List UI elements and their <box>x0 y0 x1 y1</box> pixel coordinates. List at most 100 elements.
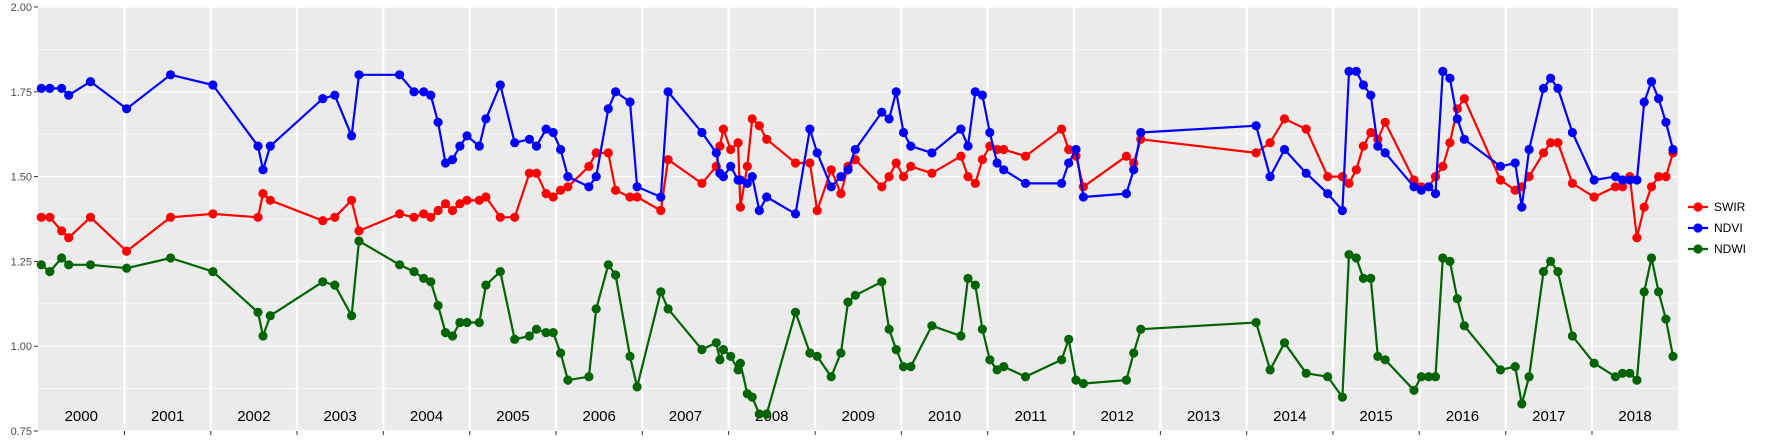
year-label: 2012 <box>1100 408 1133 425</box>
data-point-swir <box>697 178 707 188</box>
data-point-ndwi <box>45 267 55 277</box>
data-point-ndvi <box>697 127 707 138</box>
data-point-swir <box>625 192 635 202</box>
legend-label-ndvi: NDVI <box>1714 221 1743 235</box>
data-point-ndwi <box>1251 317 1261 328</box>
data-point-ndvi <box>1610 172 1620 182</box>
data-point-swir <box>790 158 801 168</box>
data-point-ndwi <box>715 355 725 365</box>
data-point-ndwi <box>548 328 558 338</box>
year-label: 2004 <box>410 408 443 425</box>
data-point-swir <box>440 199 451 209</box>
data-point-ndwi <box>625 351 635 361</box>
data-point-swir <box>812 205 822 216</box>
data-point-ndwi <box>718 345 729 355</box>
data-point-ndwi <box>440 328 451 338</box>
data-point-swir <box>735 202 746 212</box>
data-point-ndvi <box>1617 175 1628 185</box>
data-point-ndvi <box>318 94 328 104</box>
data-point-ndwi <box>1416 372 1426 382</box>
data-point-swir <box>632 192 642 202</box>
data-point-ndwi <box>1344 250 1354 260</box>
data-point-ndvi <box>1279 144 1290 155</box>
data-point-swir <box>419 209 429 219</box>
data-point-ndvi <box>632 182 642 192</box>
data-point-swir <box>45 212 55 222</box>
data-point-ndvi <box>354 70 364 80</box>
data-point-swir <box>963 172 973 182</box>
data-point-ndvi <box>1553 83 1563 93</box>
data-point-ndvi <box>208 80 218 90</box>
data-point-ndvi <box>970 87 980 97</box>
data-point-ndwi <box>64 260 74 270</box>
data-point-ndvi <box>548 127 558 138</box>
data-point-swir <box>510 212 520 222</box>
data-point-ndwi <box>1078 378 1088 389</box>
data-point-ndvi <box>409 87 419 97</box>
data-point-ndwi <box>1265 365 1275 375</box>
data-point-ndwi <box>884 324 894 334</box>
data-point-swir <box>970 178 980 188</box>
data-point-ndvi <box>1358 80 1368 90</box>
data-point-ndwi <box>697 345 707 355</box>
data-point-ndwi <box>1610 372 1620 382</box>
data-point-ndwi <box>927 321 937 331</box>
year-label: 2009 <box>842 408 875 425</box>
y-tick-label: 1.75 <box>11 87 32 99</box>
year-label: 2003 <box>323 408 356 425</box>
data-point-ndwi <box>963 273 973 283</box>
data-point-ndvi <box>1661 117 1671 127</box>
data-point-ndwi <box>510 334 520 344</box>
data-point-ndvi <box>603 104 613 114</box>
data-point-ndwi <box>481 280 491 290</box>
data-point-ndwi <box>395 260 405 270</box>
data-point-ndvi <box>906 141 916 151</box>
x-axis: 2000 2001 2002 2003 2004 2005 2006 2007 2008 2009… <box>65 408 1652 435</box>
data-point-swir <box>762 134 772 144</box>
data-point-ndvi <box>1366 90 1376 100</box>
data-point-swir <box>36 212 46 222</box>
year-label: 2011 <box>1015 408 1047 425</box>
data-point-ndwi <box>563 375 573 385</box>
data-point-swir <box>754 121 764 131</box>
data-point-ndwi <box>1553 267 1563 277</box>
data-point-ndwi <box>419 273 429 283</box>
data-point-swir <box>556 185 566 195</box>
year-label: 2005 <box>496 408 529 425</box>
data-point-ndvi <box>481 114 491 124</box>
data-point-swir <box>1617 182 1628 192</box>
data-point-swir <box>1409 175 1419 185</box>
data-point-ndwi <box>906 362 916 372</box>
year-label: 2007 <box>669 408 702 425</box>
data-point-ndvi <box>433 117 443 127</box>
data-point-ndwi <box>1546 256 1556 266</box>
data-point-ndvi <box>1344 66 1354 76</box>
data-point-ndwi <box>1424 372 1434 382</box>
data-point-ndvi <box>1430 189 1441 199</box>
year-label: 2013 <box>1187 408 1220 425</box>
data-point-ndvi <box>1445 73 1455 83</box>
data-point-ndwi <box>836 348 846 358</box>
data-point-ndvi <box>1064 158 1074 168</box>
y-tick-label: 2.00 <box>11 2 32 14</box>
data-point-swir <box>977 155 988 165</box>
data-point-ndwi <box>1524 372 1534 382</box>
data-point-ndvi <box>1589 175 1599 185</box>
data-point-swir <box>462 195 472 205</box>
data-point-ndvi <box>265 141 275 151</box>
data-point-ndvi <box>850 144 860 155</box>
data-point-ndwi <box>166 253 176 263</box>
data-point-swir <box>354 226 364 236</box>
data-point-ndvi <box>762 192 772 202</box>
data-point-ndvi <box>611 87 621 97</box>
data-point-swir <box>85 212 96 222</box>
data-point-ndwi <box>1279 338 1290 348</box>
data-point-swir <box>1337 172 1347 182</box>
data-point-ndvi <box>891 87 901 97</box>
data-point-ndwi <box>1409 385 1419 395</box>
data-point-swir <box>663 155 673 165</box>
data-point-ndwi <box>747 392 757 402</box>
y-tick-label: 1.25 <box>11 256 32 268</box>
data-point-ndvi <box>1625 175 1635 185</box>
data-point-ndvi <box>836 172 846 182</box>
